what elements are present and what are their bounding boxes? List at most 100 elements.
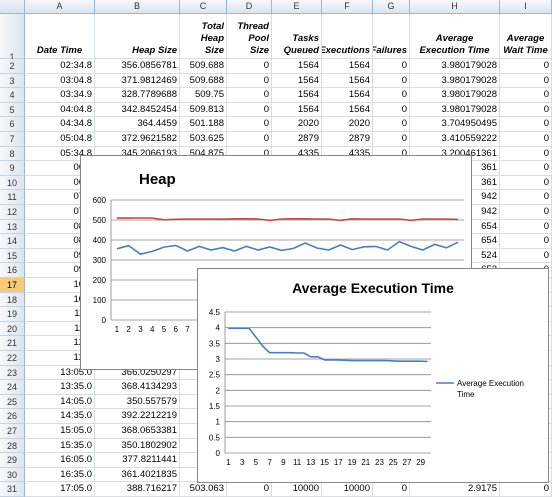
row-header[interactable]: 6 [0, 117, 25, 132]
table-cell[interactable]: 05:04.8 [25, 132, 95, 147]
row-header[interactable]: 8 [0, 146, 25, 162]
column-header-f[interactable]: F [322, 0, 373, 14]
table-cell[interactable]: 1564 [322, 102, 373, 118]
table-cell[interactable]: 501.188 [180, 117, 227, 132]
table-cell[interactable]: 0 [500, 482, 552, 497]
table-cell[interactable]: 0 [373, 117, 410, 132]
table-cell[interactable]: 0 [500, 219, 552, 235]
table-cell[interactable]: 2020 [272, 117, 322, 132]
table-cell[interactable]: 1564 [272, 88, 322, 103]
header-cell[interactable]: Thread Pool Size [227, 14, 272, 59]
row-header[interactable]: 14 [0, 234, 25, 249]
table-cell[interactable]: 1564 [322, 73, 373, 89]
row-header[interactable]: 9 [0, 161, 25, 176]
table-cell[interactable]: 372.9621582 [95, 132, 180, 147]
table-cell[interactable]: 368.0653381 [95, 424, 180, 439]
row-header[interactable]: 20 [0, 321, 25, 337]
table-cell[interactable]: 509.688 [180, 59, 227, 74]
table-cell[interactable]: 0 [500, 73, 552, 89]
header-cell[interactable]: Failures [373, 14, 410, 59]
header-cell[interactable]: Tasks Queued [272, 14, 322, 59]
table-cell[interactable]: 509.688 [180, 73, 227, 89]
table-cell[interactable]: 2020 [322, 117, 373, 132]
table-cell[interactable]: 1564 [322, 88, 373, 103]
table-cell[interactable]: 13:35.0 [25, 380, 95, 395]
table-cell[interactable]: 02:34.8 [25, 59, 95, 74]
table-cell[interactable]: 0 [500, 146, 552, 162]
table-cell[interactable]: 350.1802902 [95, 438, 180, 454]
table-cell[interactable]: 0 [500, 132, 552, 147]
table-cell[interactable]: 0 [227, 482, 272, 497]
row-header[interactable]: 10 [0, 175, 25, 191]
select-all-corner[interactable] [0, 0, 25, 14]
table-cell[interactable]: 0 [500, 248, 552, 264]
column-header-d[interactable]: D [227, 0, 272, 14]
row-header[interactable]: 11 [0, 190, 25, 205]
table-cell[interactable]: 15:35.0 [25, 438, 95, 454]
table-cell[interactable]: 10000 [272, 482, 322, 497]
header-cell[interactable]: Total Heap Size [180, 14, 227, 59]
table-cell[interactable]: 14:35.0 [25, 409, 95, 424]
table-cell[interactable]: 2879 [272, 132, 322, 147]
table-cell[interactable]: 3.980179028 [410, 102, 500, 118]
table-cell[interactable]: 361.4021835 [95, 467, 180, 483]
row-header[interactable]: 13 [0, 219, 25, 235]
row-header[interactable]: 19 [0, 307, 25, 322]
table-cell[interactable]: 0 [500, 102, 552, 118]
row-header[interactable]: 15 [0, 248, 25, 264]
table-cell[interactable]: 0 [227, 88, 272, 103]
table-cell[interactable]: 377.8211441 [95, 453, 180, 468]
row-header[interactable]: 16 [0, 263, 25, 278]
table-cell[interactable]: 366.0250297 [95, 365, 180, 381]
table-cell[interactable]: 14:05.0 [25, 394, 95, 410]
row-header[interactable]: 7 [0, 132, 25, 147]
table-cell[interactable]: 0 [500, 161, 552, 176]
row-header[interactable]: 18 [0, 292, 25, 308]
table-cell[interactable]: 04:04.8 [25, 102, 95, 118]
table-cell[interactable]: 371.9812469 [95, 73, 180, 89]
row-header[interactable]: 4 [0, 88, 25, 103]
table-cell[interactable]: 0 [500, 88, 552, 103]
row-header[interactable]: 29 [0, 453, 25, 468]
table-cell[interactable]: 2879 [322, 132, 373, 147]
table-cell[interactable]: 0 [373, 482, 410, 497]
column-header-b[interactable]: B [95, 0, 180, 14]
column-header-a[interactable]: A [25, 0, 95, 14]
table-cell[interactable]: 15:05.0 [25, 424, 95, 439]
table-cell[interactable]: 03:34.9 [25, 88, 95, 103]
table-cell[interactable]: 3.980179028 [410, 59, 500, 74]
table-cell[interactable]: 04:34.8 [25, 117, 95, 132]
row-header[interactable]: 31 [0, 482, 25, 497]
table-cell[interactable]: 3.704950495 [410, 117, 500, 132]
table-cell[interactable]: 1564 [322, 59, 373, 74]
table-cell[interactable]: 356.0856781 [95, 59, 180, 74]
column-header-h[interactable]: H [410, 0, 500, 14]
row-header[interactable]: 1 [0, 14, 25, 62]
table-cell[interactable]: 368.4134293 [95, 380, 180, 395]
column-header-i[interactable]: I [500, 0, 552, 14]
table-cell[interactable]: 17:05.0 [25, 482, 95, 497]
table-cell[interactable]: 0 [373, 132, 410, 147]
column-header-e[interactable]: E [272, 0, 322, 14]
row-header[interactable]: 28 [0, 438, 25, 454]
column-header-g[interactable]: G [373, 0, 410, 14]
table-cell[interactable]: 0 [500, 59, 552, 74]
table-cell[interactable]: 10000 [322, 482, 373, 497]
table-cell[interactable]: 342.8452454 [95, 102, 180, 118]
table-cell[interactable]: 0 [500, 190, 552, 205]
table-cell[interactable]: 509.75 [180, 88, 227, 103]
header-cell[interactable]: Average Wait Time [500, 14, 552, 59]
row-header[interactable]: 5 [0, 102, 25, 118]
table-cell[interactable]: 1564 [272, 73, 322, 89]
table-cell[interactable]: 1564 [272, 59, 322, 74]
table-cell[interactable]: 503.063 [180, 482, 227, 497]
table-cell[interactable]: 0 [500, 117, 552, 132]
row-header[interactable]: 27 [0, 424, 25, 439]
row-header[interactable]: 21 [0, 336, 25, 351]
header-cell[interactable]: Heap Size [95, 14, 180, 59]
average-execution-time-chart[interactable]: Average Execution Time 0 0.5 1 1.5 2 2.5 3 3.5 4 4… [197, 268, 549, 483]
table-cell[interactable]: 0 [373, 73, 410, 89]
table-cell[interactable]: 0 [500, 175, 552, 191]
table-cell[interactable]: 0 [500, 234, 552, 249]
table-cell[interactable]: 392.2212219 [95, 409, 180, 424]
